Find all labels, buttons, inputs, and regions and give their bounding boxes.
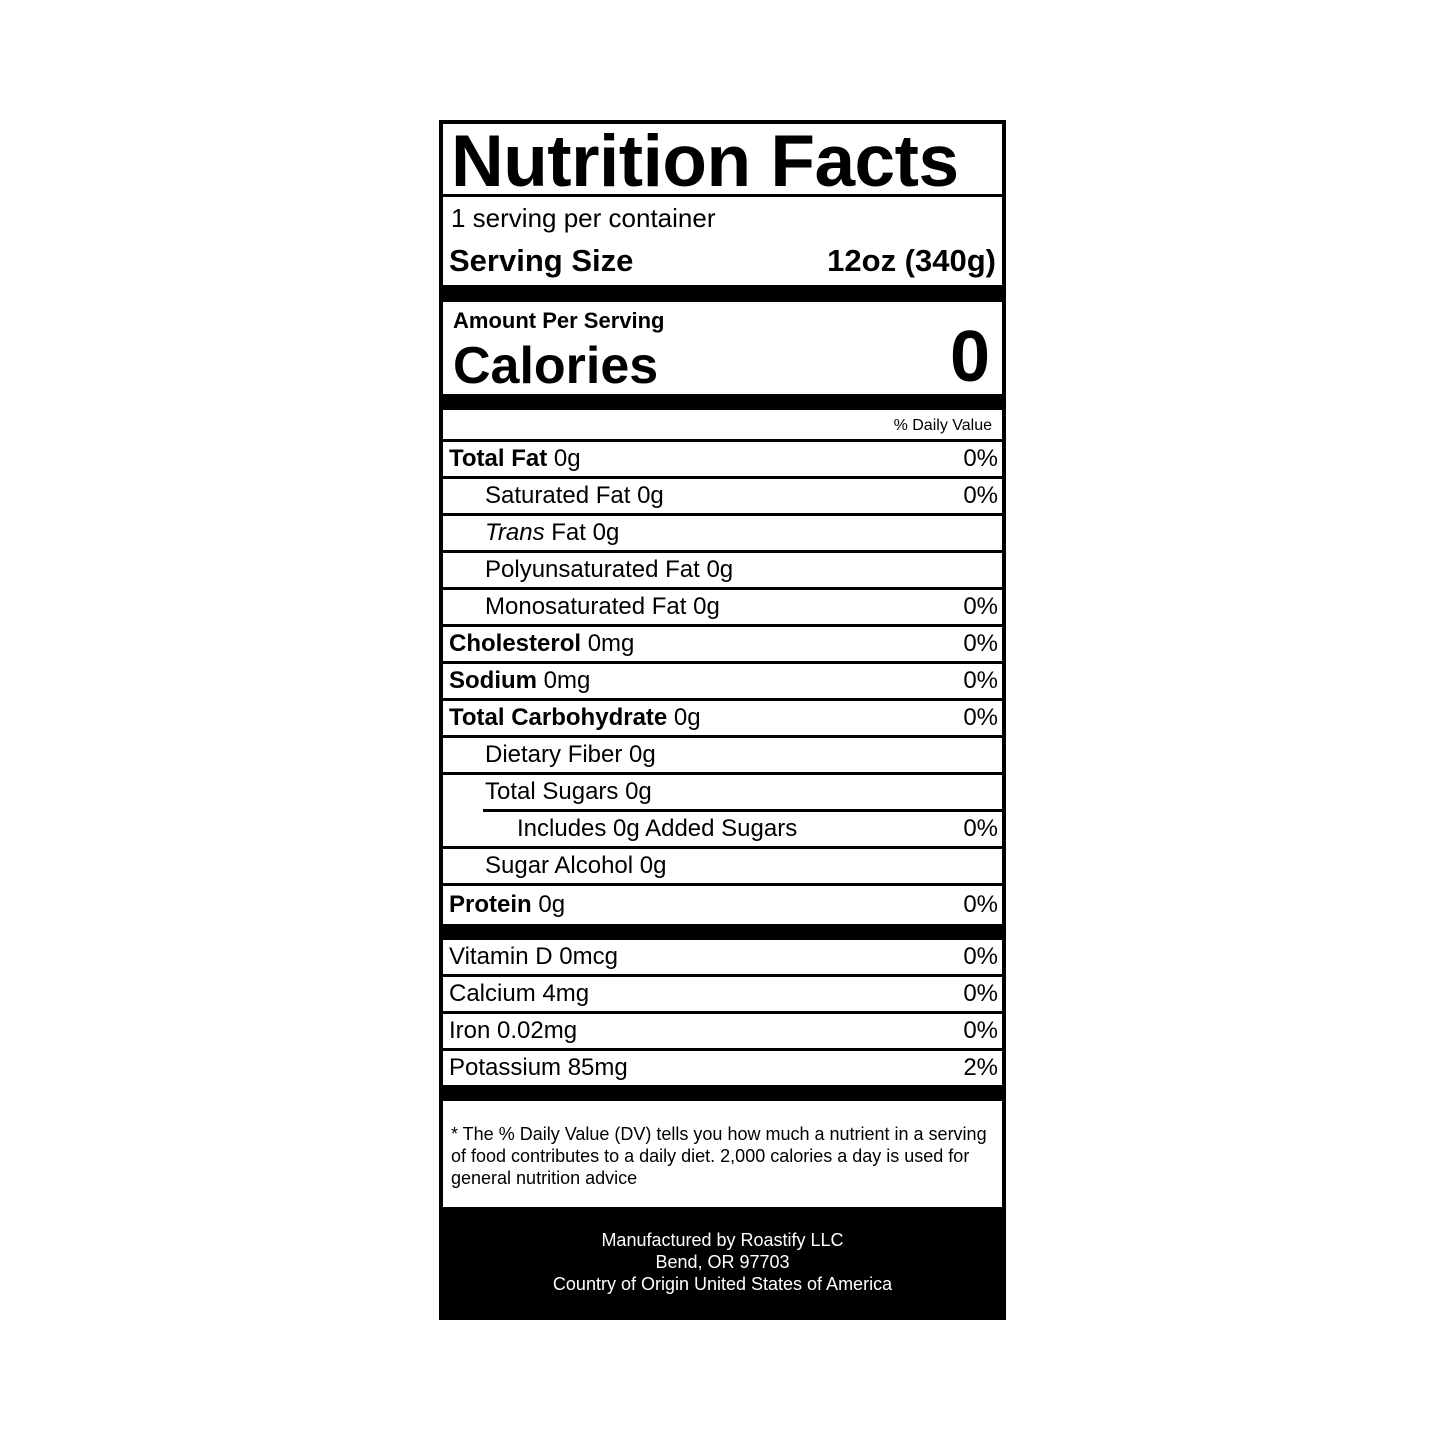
vitamin-row-vitamin-d: Vitamin D 0mcg 0% (443, 940, 1002, 977)
nutrient-dv: 0% (963, 482, 998, 509)
country-of-origin: Country of Origin United States of Ameri… (552, 1274, 893, 1294)
nutrient-name: Dietary Fiber 0g (485, 741, 656, 768)
vitamin-name: Calcium 4mg (449, 980, 590, 1007)
nutrient-row-trans-fat: Trans Fat 0g (443, 516, 1002, 553)
serving-info: 1 serving per container Serving Size 12o… (443, 197, 1002, 285)
vitamin-row-iron: Iron 0.02mg 0% (443, 1014, 1002, 1051)
amount-per-serving: Amount Per Serving (453, 308, 665, 333)
nutrient-dv: 0% (963, 891, 998, 918)
nutrient-row-polyunsaturated-fat: Polyunsaturated Fat 0g (443, 553, 1002, 590)
thick-divider (443, 394, 1002, 410)
nutrient-row-saturated-fat: Saturated Fat 0g 0% (443, 479, 1002, 516)
calories-label: Calories (453, 337, 659, 395)
serving-size-value: 12oz (340g) (827, 243, 996, 278)
nutrient-row-sodium: Sodium 0mg 0% (443, 664, 1002, 701)
nutrient-row-total-carbohydrate: Total Carbohydrate 0g 0% (443, 701, 1002, 738)
nutrient-amount: 0g (538, 891, 566, 918)
nutrient-row-total-fat: Total Fat 0g 0% (443, 442, 1002, 479)
vitamin-name: Vitamin D 0mcg (449, 943, 618, 970)
nutrient-row-added-sugars: Includes 0g Added Sugars 0% (443, 812, 1002, 849)
nutrient-row-sugar-alcohol: Sugar Alcohol 0g (443, 849, 1002, 886)
vitamin-row-calcium: Calcium 4mg 0% (443, 977, 1002, 1014)
vitamin-dv: 2% (963, 1054, 998, 1081)
manufacturer-address: Bend, OR 97703 (655, 1252, 790, 1272)
nutrient-amount: 0g (553, 445, 581, 472)
nutrient-dv: 0% (963, 815, 998, 842)
nutrient-name: Monosaturated Fat 0g (485, 593, 720, 620)
vitamin-name: Iron 0.02mg (449, 1017, 578, 1044)
manufacturer-info: Manufactured by Roastify LLC Bend, OR 97… (443, 1207, 1002, 1316)
nutrient-name: Polyunsaturated Fat 0g (485, 556, 734, 583)
nutrient-row-total-sugars: Total Sugars 0g (443, 775, 1002, 812)
nutrient-amount: 0mg (543, 667, 591, 694)
servings-per-container: 1 serving per container (451, 203, 716, 233)
nutrient-name: Saturated Fat 0g (485, 482, 664, 509)
daily-value-footnote: * The % Daily Value (DV) tells you how m… (451, 1124, 987, 1188)
nutrient-name: Trans (485, 519, 545, 546)
vitamin-dv: 0% (963, 980, 998, 1007)
manufacturer-name: Manufactured by Roastify LLC (601, 1230, 844, 1250)
nutrient-row-monosaturated-fat: Monosaturated Fat 0g 0% (443, 590, 1002, 627)
nutrient-dv: 0% (963, 704, 998, 731)
thick-divider (443, 1085, 1002, 1101)
nutrient-amount: 0mg (587, 630, 635, 657)
nutrient-name: Sodium (449, 667, 537, 694)
nutrient-row-protein: Protein 0g 0% (443, 886, 1002, 924)
nutrient-amount: 0g (673, 704, 701, 731)
vitamin-row-potassium: Potassium 85mg 2% (443, 1051, 1002, 1085)
nutrient-row-dietary-fiber: Dietary Fiber 0g (443, 738, 1002, 775)
vitamin-name: Potassium 85mg (449, 1054, 628, 1081)
thick-divider (443, 285, 1002, 302)
vitamin-dv: 0% (963, 1017, 998, 1044)
nutrient-dv: 0% (963, 445, 998, 472)
nutrient-dv: 0% (963, 630, 998, 657)
thick-divider (443, 924, 1002, 940)
nutrient-name: Cholesterol (449, 630, 582, 657)
nutrient-name: Total Fat (449, 445, 548, 472)
serving-size-row: Serving Size 12oz (340g) (449, 243, 996, 279)
vitamin-dv: 0% (963, 943, 998, 970)
calories-value: 0 (949, 317, 990, 397)
calories-section: Amount Per Serving Calories 0 (443, 302, 1002, 397)
nutrient-name: Protein (449, 891, 532, 918)
nutrient-name: Total Sugars 0g (485, 778, 652, 805)
nutrient-dv: 0% (963, 667, 998, 694)
nutrition-facts-label: Nutrition Facts 1 serving per container … (439, 120, 1006, 1320)
serving-size-label: Serving Size (449, 243, 634, 278)
label-title: Nutrition Facts (443, 124, 1002, 197)
nutrient-dv: 0% (963, 593, 998, 620)
nutrient-amount: Fat 0g (551, 519, 620, 546)
nutrient-name: Sugar Alcohol 0g (485, 852, 667, 879)
nutrient-name: Total Carbohydrate (449, 704, 668, 731)
nutrient-row-cholesterol: Cholesterol 0mg 0% (443, 627, 1002, 664)
nutrient-name: Includes 0g Added Sugars (517, 815, 798, 842)
daily-value-header: % Daily Value (443, 410, 1002, 442)
